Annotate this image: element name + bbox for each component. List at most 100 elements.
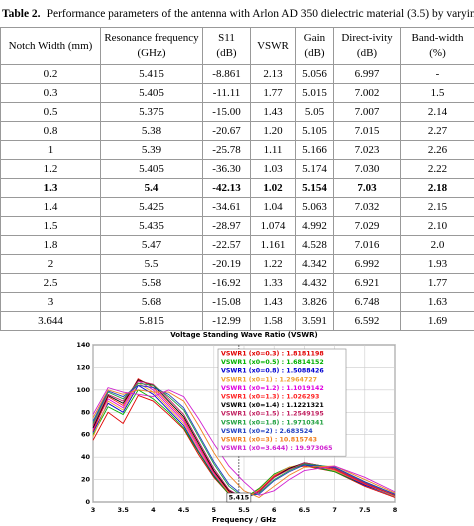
chart-title: Voltage Standing Wave Ratio (VSWR) — [170, 331, 317, 339]
cell: 1.77 — [400, 273, 474, 293]
cell: -22.57 — [202, 235, 251, 255]
cell: 5.174 — [295, 159, 334, 179]
row: 0.8 5.38 -20.67 1.20 5.105 7.015 2.27 — [0, 121, 474, 141]
legend-entry: VSWR1 (x0=2) : 2.683524 — [221, 428, 313, 435]
row: 1.5 5.435 -28.97 1.074 4.992 7.029 2.10 — [0, 216, 474, 236]
header-text: Direct-ivity — [341, 32, 393, 44]
cell: 1.161 — [250, 235, 296, 255]
header-cell: Notch Width (mm) — [0, 27, 101, 65]
cell: 7.029 — [333, 216, 401, 236]
x-tick-label: 7 — [332, 506, 337, 514]
cell: -15.00 — [202, 102, 251, 122]
cell: 2 — [0, 254, 101, 274]
cell: 7.023 — [333, 140, 401, 160]
cell: 1.43 — [250, 102, 296, 122]
x-tick-label: 3.5 — [117, 506, 129, 514]
cell: 1.02 — [250, 178, 296, 198]
cell: 1.58 — [250, 311, 296, 331]
y-tick-label: 40 — [81, 453, 91, 461]
cell: - — [400, 64, 474, 84]
cell: 3.591 — [295, 311, 334, 331]
cell: 4.992 — [295, 216, 334, 236]
cell: 1.8 — [0, 235, 101, 255]
x-tick-label: 5 — [212, 506, 217, 514]
header-text: Notch Width (mm) — [8, 39, 93, 52]
cell: 1.03 — [250, 159, 296, 179]
cell: -20.67 — [202, 121, 251, 141]
annotation-label: 5.415 — [229, 494, 250, 502]
cell: 1.22 — [250, 254, 296, 274]
cell: 1.33 — [250, 273, 296, 293]
cell: 5.015 — [295, 83, 334, 103]
cell: 7.030 — [333, 159, 401, 179]
cell: 2.14 — [400, 102, 474, 122]
cell: 3.826 — [295, 292, 334, 312]
cell: 2.18 — [400, 178, 474, 198]
cell: 7.032 — [333, 197, 401, 217]
cell: 5.425 — [100, 197, 203, 217]
cell: 7.03 — [333, 178, 401, 198]
cell: 5.105 — [295, 121, 334, 141]
row: 2.5 5.58 -16.92 1.33 4.432 6.921 1.77 — [0, 273, 474, 293]
header-text: VSWR — [257, 39, 289, 52]
x-tick-label: 6.5 — [299, 506, 311, 514]
cell: 5.5 — [100, 254, 203, 274]
cell: 5.056 — [295, 64, 334, 84]
header-text: (GHz) — [137, 47, 166, 59]
y-tick-label: 60 — [81, 431, 91, 439]
chart: Voltage Standing Wave Ratio (VSWR) 0 20 40 6… — [76, 331, 398, 524]
cell: 1.04 — [250, 197, 296, 217]
y-tick-label: 120 — [76, 363, 90, 371]
cell: 6.592 — [333, 311, 401, 331]
cell: 5.68 — [100, 292, 203, 312]
header-cell: Direct-ivity (dB) — [333, 27, 401, 65]
cell: 1.5 — [0, 216, 101, 236]
cell: 2.27 — [400, 121, 474, 141]
x-tick-label: 4.5 — [178, 506, 190, 514]
y-tick-label: 20 — [81, 476, 91, 484]
series-line — [92, 380, 396, 500]
header-text: (%) — [429, 47, 446, 59]
cell: 1.63 — [400, 292, 474, 312]
row: 1.4 5.425 -34.61 1.04 5.063 7.032 2.15 — [0, 197, 474, 217]
cell: 7.016 — [333, 235, 401, 255]
y-tick-label: 100 — [76, 386, 90, 394]
header-cell: Resonance frequency (GHz) — [100, 27, 203, 65]
caption-label: Table 2. — [2, 8, 41, 20]
caption-text: Performance parameters of the antenna wi… — [46, 8, 474, 20]
legend-box — [217, 348, 347, 457]
x-tick-label: 6 — [272, 506, 277, 514]
header-text: Resonance frequency — [104, 32, 199, 44]
row: 0.2 5.415 -8.861 2.13 5.056 6.997- — [0, 64, 474, 84]
series-line — [92, 384, 396, 497]
cell: -20.19 — [202, 254, 251, 274]
legend-entry: VSWR1 (x0=0.5) : 1.6814152 — [221, 359, 324, 366]
cell: 5.405 — [100, 83, 203, 103]
row: 3 5.68 -15.08 1.43 3.826 6.748 1.63 — [0, 292, 474, 312]
cell: 2.22 — [400, 159, 474, 179]
cell: 3.644 — [0, 311, 101, 331]
cell: -25.78 — [202, 140, 251, 160]
cell: 4.342 — [295, 254, 334, 274]
header-text: (dB) — [356, 47, 378, 59]
legend-entry: VSWR1 (x0=1.4) : 1.1221321 — [221, 402, 324, 409]
cell: 5.166 — [295, 140, 334, 160]
cell: -12.99 — [202, 311, 251, 331]
cell: -28.97 — [202, 216, 251, 236]
cell: 1.77 — [250, 83, 296, 103]
x-tick-label: 8 — [393, 506, 398, 514]
x-tick-label: 4 — [151, 506, 156, 514]
caption: Table 2. Performance parameters of the an… — [2, 8, 474, 20]
cell: 5.405 — [100, 159, 203, 179]
cell: 6.992 — [333, 254, 401, 274]
row: 0.5 5.375 -15.00 1.43 5.05 7.007 2.14 — [0, 102, 474, 122]
cell: 2.13 — [250, 64, 296, 84]
cell: 2.0 — [400, 235, 474, 255]
cell: -8.861 — [202, 64, 251, 84]
cell: 5.415 — [100, 64, 203, 84]
cell: 1.2 — [0, 159, 101, 179]
cell: -36.30 — [202, 159, 251, 179]
series-line — [92, 382, 396, 499]
cell: 7.015 — [333, 121, 401, 141]
row: 1 5.39 -25.78 1.11 5.166 7.023 2.26 — [0, 140, 474, 160]
